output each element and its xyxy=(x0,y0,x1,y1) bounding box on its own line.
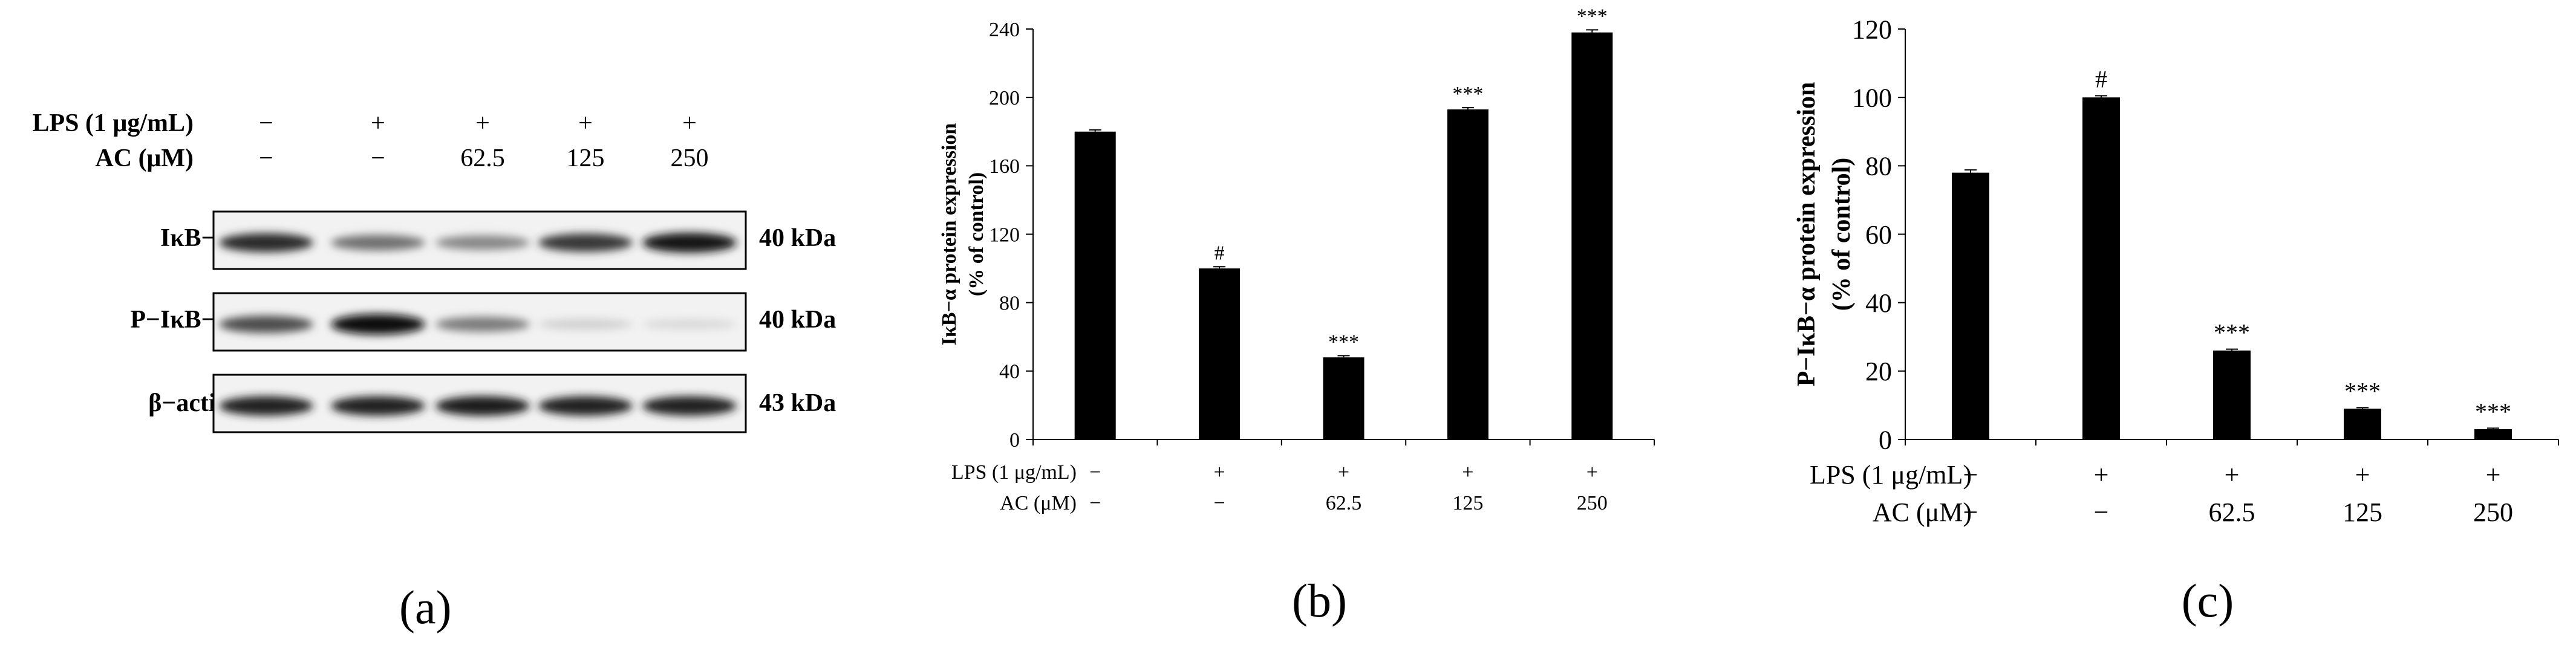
y-tick-label: 80 xyxy=(999,293,1020,315)
y-tick-label: 40 xyxy=(999,361,1020,383)
y-tick-label: 200 xyxy=(989,87,1020,109)
significance-mark-3: *** xyxy=(1328,331,1359,353)
band-row3-lane3 xyxy=(435,396,530,416)
band-row3-lane5 xyxy=(642,396,737,416)
ac-value-5: 250 xyxy=(2473,497,2513,527)
ac-value-lane-2: − xyxy=(371,144,385,172)
significance-mark-4: *** xyxy=(2344,377,2381,404)
lps-value-lane-5: + xyxy=(682,109,697,137)
ac-value-3: 62.5 xyxy=(2209,497,2255,527)
ac-row-label: AC (μM) xyxy=(95,144,194,172)
lps-value-2: + xyxy=(2094,460,2109,490)
panel-label-a: (a) xyxy=(399,581,452,633)
lps-value-4: + xyxy=(2355,460,2370,490)
band-row2-lane4 xyxy=(538,319,633,330)
band-row3-lane1 xyxy=(219,396,313,416)
lps-value-3: + xyxy=(1338,461,1349,484)
y-tick-label: 40 xyxy=(1865,288,1892,318)
ac-value-4: 125 xyxy=(1452,492,1483,514)
bar-3 xyxy=(2213,350,2251,439)
y-tick-label: 100 xyxy=(1852,83,1892,113)
significance-mark-5: *** xyxy=(1577,5,1608,27)
ac-value-4: 125 xyxy=(2343,497,2382,527)
bar-2 xyxy=(1199,268,1241,439)
bar-2 xyxy=(2082,97,2120,439)
chart-c: 0 20 40 60 80 100 120 − − # + − *** +62.5 *** +125 *** +2… xyxy=(1793,15,2559,627)
y-axis-label-unit: (% of control) xyxy=(965,172,988,296)
lps-value-1: − xyxy=(1963,460,1978,490)
lps-value-4: + xyxy=(1462,461,1473,484)
ac-value-2: − xyxy=(1214,492,1225,514)
lps-row-label: LPS (1 μg/mL) xyxy=(32,109,194,137)
bar-4 xyxy=(2344,409,2381,439)
y-axis-label: IκB−α protein expression xyxy=(938,123,960,346)
y-axis-label: P−IκB−α protein expression xyxy=(1793,82,1821,387)
ac-value-3: 62.5 xyxy=(1326,492,1362,514)
y-tick-label: 0 xyxy=(1879,425,1892,455)
y-tick-label: 20 xyxy=(1865,357,1892,386)
y-tick-label: 240 xyxy=(989,19,1020,41)
kda-label-ikba: 40 kDa xyxy=(759,224,836,252)
y-tick-label: 60 xyxy=(1865,220,1892,250)
ac-value-1: − xyxy=(1963,497,1978,527)
band-row1-lane1 xyxy=(219,233,313,253)
panel-label: (c) xyxy=(2182,574,2234,627)
y-tick-label: 160 xyxy=(989,155,1020,178)
band-row3-lane2 xyxy=(331,396,425,416)
ac-value-5: 250 xyxy=(1577,492,1608,514)
lps-row-label: LPS (1 μg/mL) xyxy=(951,461,1077,484)
chart-b: 0 40 80 120 160 200 240 − − # + − *** +62.5 *** +125 ***… xyxy=(938,5,1655,627)
bar-3 xyxy=(1323,357,1365,439)
bar-4 xyxy=(1447,109,1489,440)
ac-value-2: − xyxy=(2094,497,2109,527)
band-row2-lane5 xyxy=(642,319,737,330)
lps-value-lane-4: + xyxy=(578,109,593,137)
ac-value-lane-1: − xyxy=(259,144,273,172)
bar-5 xyxy=(2474,429,2512,439)
lps-value-2: + xyxy=(1214,461,1225,484)
lps-row-label: LPS (1 μg/mL) xyxy=(1810,460,1972,490)
significance-mark-4: *** xyxy=(1452,83,1483,105)
western-blot-image xyxy=(212,210,747,433)
ac-value-lane-3: 62.5 xyxy=(460,144,505,172)
bar-5 xyxy=(1571,32,1613,440)
significance-mark-3: *** xyxy=(2214,319,2250,346)
lps-value-5: + xyxy=(1586,461,1598,484)
band-row1-lane2 xyxy=(331,235,425,251)
ac-value-1: − xyxy=(1089,492,1101,514)
lps-value-lane-1: − xyxy=(259,109,273,137)
bar-1 xyxy=(1952,172,1989,439)
band-row1-lane3 xyxy=(435,235,530,250)
band-row1-lane4 xyxy=(538,233,633,252)
lps-value-5: + xyxy=(2486,460,2501,490)
bar-1 xyxy=(1074,131,1116,439)
kda-label-p-ikba: 40 kDa xyxy=(759,306,836,334)
band-row3-lane4 xyxy=(538,396,633,416)
band-row2-lane2 xyxy=(331,314,425,335)
ac-value-lane-5: 250 xyxy=(670,144,709,172)
panel-label: (b) xyxy=(1292,574,1347,627)
significance-mark-5: *** xyxy=(2475,398,2511,425)
band-row1-lane5 xyxy=(642,232,737,253)
y-tick-label: 120 xyxy=(989,224,1020,246)
y-tick-label: 0 xyxy=(1009,429,1020,452)
y-tick-label: 80 xyxy=(1865,152,1892,181)
significance-mark-2: # xyxy=(1215,242,1225,264)
lps-value-lane-3: + xyxy=(475,109,490,137)
band-row2-lane3 xyxy=(435,317,530,332)
ac-value-lane-4: 125 xyxy=(566,144,605,172)
y-tick-label: 120 xyxy=(1852,15,1892,44)
band-row2-lane1 xyxy=(219,316,313,333)
ac-row-label: AC (μM) xyxy=(1000,492,1077,514)
lps-value-1: − xyxy=(1089,461,1101,484)
kda-label-beta-actin: 43 kDa xyxy=(759,389,836,417)
lps-value-lane-2: + xyxy=(371,109,385,137)
significance-mark-2: # xyxy=(2095,65,2107,92)
lps-value-3: + xyxy=(2225,460,2240,490)
ac-row-label: AC (μM) xyxy=(1873,497,1972,527)
y-axis-label-unit: (% of control) xyxy=(1828,158,1856,311)
